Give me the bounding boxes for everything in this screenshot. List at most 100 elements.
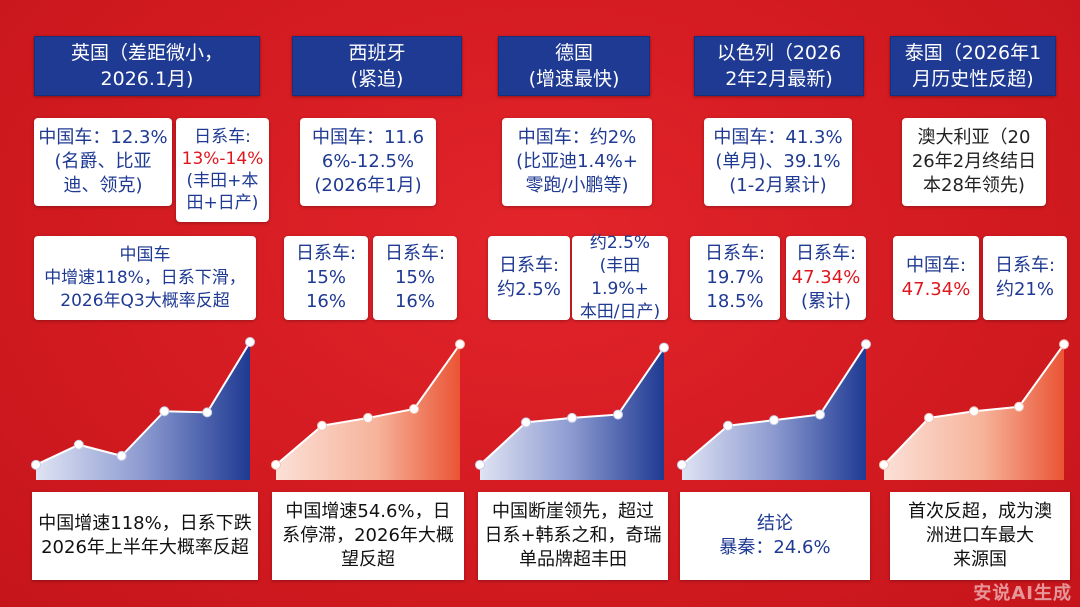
germany-china-share-box: 中国车：约2% (比亚迪1.4%+ 零跑/小鹏等) (502, 118, 652, 206)
uk-trend-chart (31, 337, 255, 480)
spain-conclusion: 中国增速54.6%，日 系停滞，2026年大概 望反超 (272, 492, 464, 580)
header-line: 以色列（2026 (716, 42, 842, 64)
text-line: 13%-14% (181, 149, 264, 169)
germany-japan-detail-box: 约2.5% (丰田1.9%+ 本田/日产) (572, 233, 668, 322)
thailand-australia-box: 澳大利亚（20 26年2月终结日 本28年领先) (902, 118, 1046, 206)
trend-area (36, 342, 250, 480)
text-line: 结论 (757, 513, 793, 534)
text-line: 6%-12.5% (321, 151, 415, 172)
text-line: 迪、领克) (63, 175, 143, 196)
text-line: 约2.5% (589, 233, 651, 253)
trend-point (159, 406, 170, 417)
trend-area (682, 344, 866, 480)
text-line: 中国车：约2% (517, 127, 637, 148)
text-line: 19.7% (706, 267, 764, 288)
trend-point (613, 409, 623, 420)
text-line: 洲进口车最大 (926, 525, 1034, 546)
header-line: 英国（差距微小， (70, 42, 223, 64)
text-line: (累计) (800, 291, 852, 312)
header-israel: 以色列（2026 2年2月最新) (694, 36, 864, 96)
header-line: 2026.1月) (100, 68, 194, 90)
text-line: (2026年1月) (314, 175, 422, 196)
header-line: 月历史性反超) (912, 68, 1034, 90)
uk-growth-box: 中国车 中增速118%，日系下滑， 2026年Q3大概率反超 (34, 236, 256, 320)
spain-japan-box-2: 日系车: 15% 16% (373, 236, 457, 320)
watermark: 安说AI生成 (973, 583, 1072, 604)
trend-point (317, 420, 327, 431)
text-line: 约2.5% (497, 279, 561, 300)
trend-point (521, 417, 531, 428)
text-line: (名爵、比亚 (54, 151, 152, 172)
header-line: 泰国（2026年1 (904, 42, 1042, 64)
trend-point (879, 459, 889, 470)
text-line: 日系车: (994, 255, 1056, 276)
text-line: 中国车 (119, 244, 171, 265)
text-line: 单品牌超丰田 (519, 549, 627, 570)
trend-point (677, 459, 687, 470)
spain-china-share-box: 中国车：11.6 6%-12.5% (2026年1月) (300, 118, 436, 206)
text-line: 47.34% (791, 267, 861, 288)
trend-area (480, 347, 664, 480)
uk-china-share-box: 中国车：12.3% (名爵、比亚 迪、领克) (34, 118, 172, 206)
text-line: 16% (305, 291, 346, 312)
header-uk: 英国（差距微小， 2026.1月) (34, 36, 260, 96)
text-line: (单月)、39.1% (715, 151, 841, 172)
trend-point (1059, 339, 1069, 350)
spain-japan-box-1: 日系车: 15% 16% (284, 236, 368, 320)
text-line: 日系车: (704, 243, 766, 264)
trend-point (245, 337, 255, 347)
trend-point (1014, 401, 1024, 412)
israel-trend-chart (677, 339, 871, 480)
text-line: (丰田+本 (186, 171, 259, 191)
trend-point (455, 339, 465, 350)
text-line: 中国车: (905, 255, 967, 276)
trend-point (815, 409, 825, 420)
text-line: 望反超 (341, 549, 395, 570)
trend-point (723, 420, 733, 431)
text-line: 中国断崖领先，超过 (492, 501, 654, 522)
trend-point (116, 450, 127, 461)
uk-conclusion: 中国增速118%，日系下跌 2026年上半年大概率反超 (32, 492, 258, 580)
spain-trend-chart (271, 339, 465, 480)
trend-point (363, 412, 373, 423)
text-line: 零跑/小鹏等) (525, 175, 629, 196)
israel-japan-box-2: 日系车: 47.34% (累计) (786, 236, 866, 320)
trend-point (202, 407, 213, 418)
header-thailand: 泰国（2026年1 月历史性反超) (890, 36, 1056, 96)
text-line: 日系车: (295, 243, 357, 264)
text-line: 26年2月终结日 (911, 151, 1037, 172)
text-line: (丰田1.9%+ (591, 256, 649, 299)
text-line: 中国车：11.6 (311, 127, 425, 148)
text-line: 2026年上半年大概率反超 (41, 537, 249, 558)
text-line: 首次反超，成为澳 (908, 501, 1052, 522)
text-line: 本28年领先) (923, 175, 1025, 196)
israel-conclusion: 结论 暴秦：24.6% (680, 492, 870, 580)
text-line: 约21% (995, 279, 1054, 300)
header-line: 德国 (554, 42, 593, 64)
trend-point (924, 412, 934, 423)
germany-conclusion: 中国断崖领先，超过 日系+韩系之和，奇瑞 单品牌超丰田 (478, 492, 668, 580)
header-line: 2年2月最新) (725, 68, 833, 90)
text-line: (比亚迪1.4%+ (516, 151, 638, 172)
header-line: (增速最快) (528, 68, 620, 90)
trend-point (969, 406, 979, 417)
text-line: 中国增速54.6%，日 (285, 501, 451, 522)
header-spain: 西班牙 (紧追) (292, 36, 462, 96)
text-line: 日系车: (795, 243, 857, 264)
uk-japan-share-box: 日系车: 13%-14% (丰田+本 田+日产) (176, 118, 269, 222)
trend-point (567, 412, 577, 423)
text-line: 本田/日产) (579, 302, 661, 322)
trend-point (659, 342, 669, 353)
thailand-conclusion: 首次反超，成为澳 洲进口车最大 来源国 (890, 492, 1070, 580)
trend-line (35, 341, 251, 466)
text-line: 田+日产) (186, 193, 259, 213)
text-line: 47.34% (901, 279, 971, 300)
trend-point (769, 415, 779, 426)
germany-japan-box: 日系车: 约2.5% (488, 236, 570, 320)
trend-point (271, 459, 281, 470)
israel-china-share-box: 中国车：41.3% (单月)、39.1% (1-2月累计) (704, 118, 852, 206)
germany-trend-chart (475, 342, 669, 480)
text-line: 中国车：12.3% (38, 127, 168, 148)
trend-point (861, 339, 871, 350)
text-line: 15% (394, 267, 435, 288)
